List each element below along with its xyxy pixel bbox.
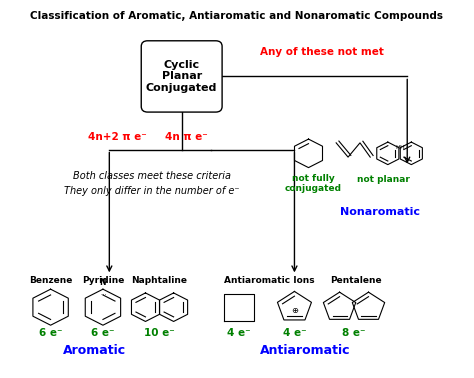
- Text: Nonaromatic: Nonaromatic: [339, 206, 419, 217]
- Text: Cyclic
Planar
Conjugated: Cyclic Planar Conjugated: [146, 60, 218, 93]
- Text: H: H: [399, 145, 404, 150]
- Text: 4n π e⁻: 4n π e⁻: [164, 132, 207, 142]
- Text: N: N: [100, 278, 106, 287]
- Text: not fully
conjugated: not fully conjugated: [285, 174, 342, 193]
- Text: not planar: not planar: [357, 175, 410, 184]
- Text: 6 e⁻: 6 e⁻: [39, 328, 63, 338]
- Text: 10 e⁻: 10 e⁻: [144, 328, 175, 338]
- Text: 8 e⁻: 8 e⁻: [342, 328, 366, 338]
- Text: Antiaromatic Ions: Antiaromatic Ions: [224, 276, 314, 285]
- Text: ⋯: ⋯: [100, 291, 106, 296]
- Text: 6 e⁻: 6 e⁻: [91, 328, 115, 338]
- Text: 4 e⁻: 4 e⁻: [228, 328, 251, 338]
- Text: Pyridine: Pyridine: [82, 276, 124, 285]
- FancyBboxPatch shape: [141, 41, 222, 112]
- Text: 4 e⁻: 4 e⁻: [283, 328, 306, 338]
- Text: They only differ in the number of e⁻: They only differ in the number of e⁻: [64, 186, 240, 196]
- Text: Both classes meet these criteria: Both classes meet these criteria: [73, 171, 231, 181]
- Text: Antiaromatic: Antiaromatic: [260, 344, 350, 357]
- Text: Aromatic: Aromatic: [63, 344, 126, 357]
- Text: Benzene: Benzene: [29, 276, 73, 285]
- Text: H: H: [395, 145, 400, 150]
- Text: 4n+2 π e⁻: 4n+2 π e⁻: [89, 132, 147, 142]
- Text: Classification of Aromatic, Antiaromatic and Nonaromatic Compounds: Classification of Aromatic, Antiaromatic…: [30, 11, 444, 21]
- Text: ⊕: ⊕: [291, 307, 298, 316]
- Text: Pentalene: Pentalene: [330, 276, 382, 285]
- Text: Any of these not met: Any of these not met: [260, 47, 384, 57]
- Text: Naphtaline: Naphtaline: [132, 276, 188, 285]
